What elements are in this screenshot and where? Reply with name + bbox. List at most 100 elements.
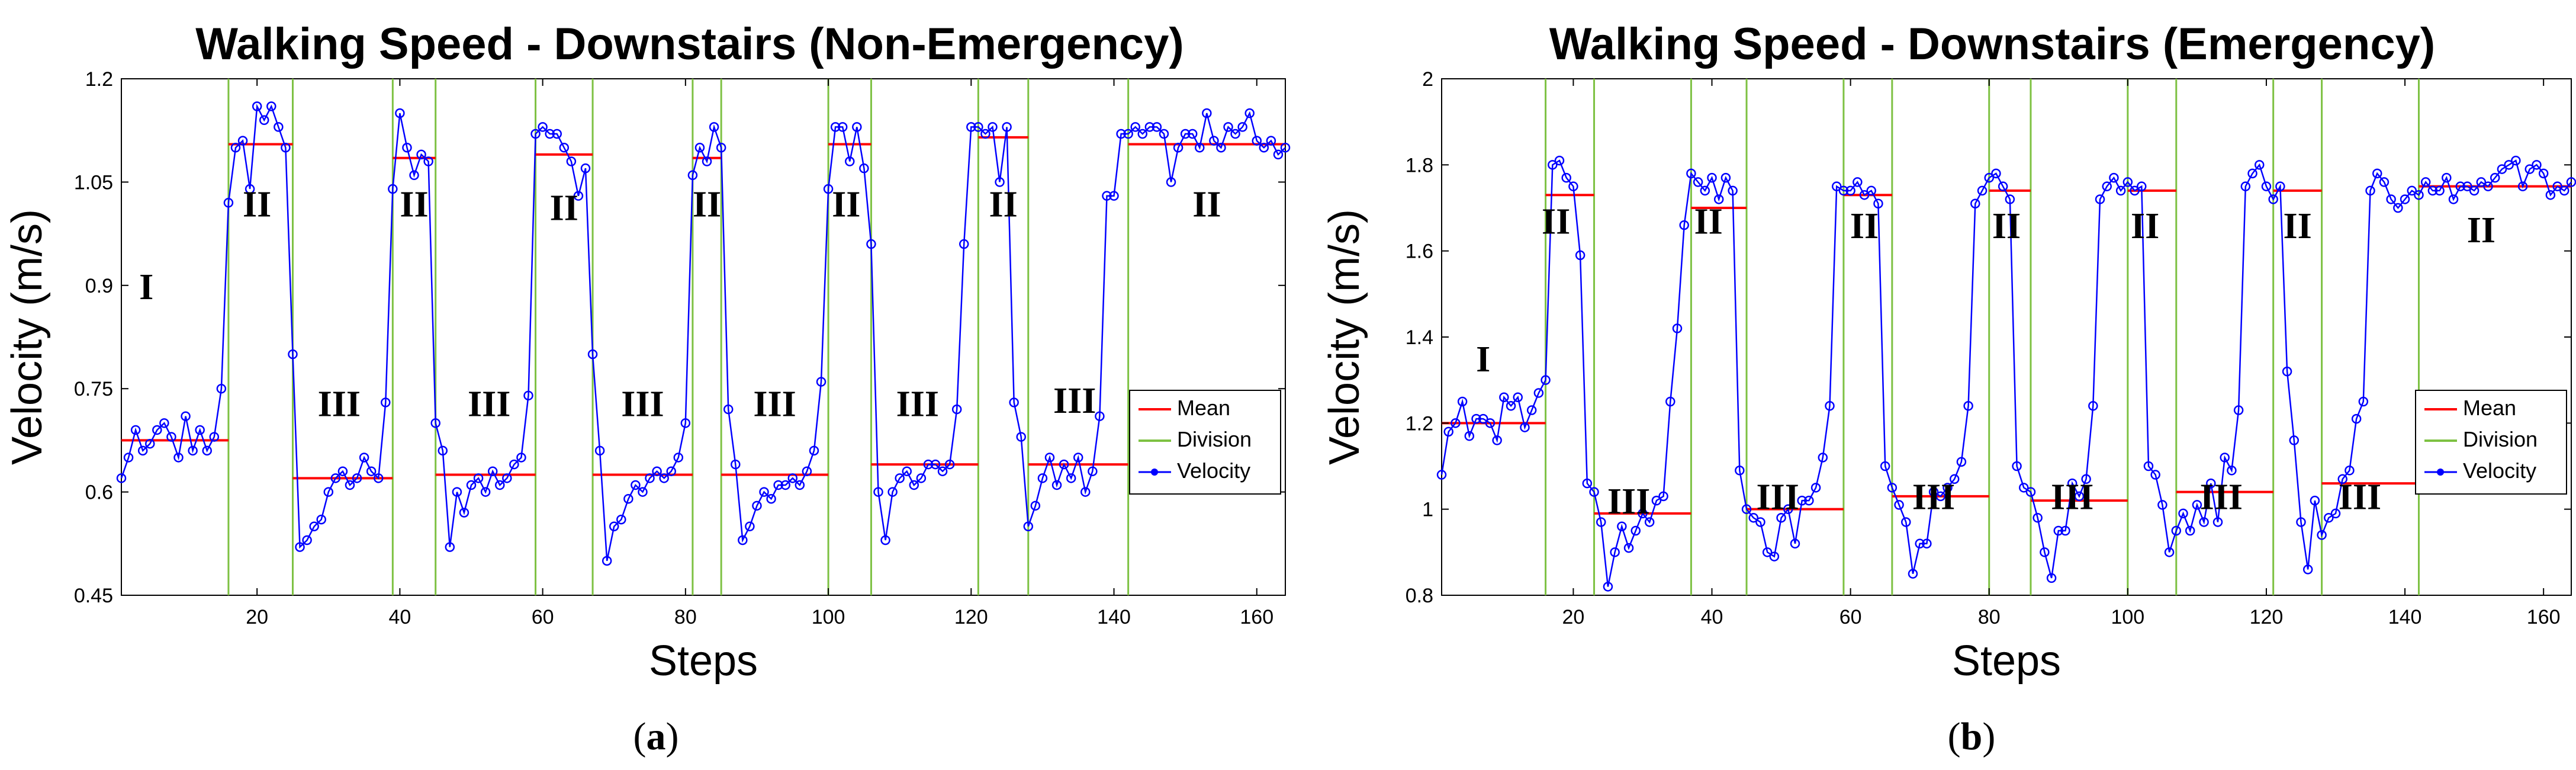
velocity-point bbox=[2351, 413, 2362, 424]
x-tick-label: 160 bbox=[2527, 606, 2561, 628]
y-axis-label: Velocity (m/s) bbox=[4, 209, 51, 465]
velocity-point bbox=[480, 487, 491, 497]
velocity-point bbox=[1873, 198, 1883, 208]
x-tick-label: 100 bbox=[2111, 606, 2144, 628]
velocity-point bbox=[1173, 143, 1184, 153]
velocity-point bbox=[802, 466, 812, 476]
legend-entry: Division bbox=[2463, 427, 2538, 451]
velocity-point bbox=[923, 459, 934, 470]
velocity-point bbox=[123, 453, 134, 463]
velocity-point bbox=[937, 466, 948, 476]
legend-entry: Division bbox=[1177, 427, 1252, 451]
chart-non-emergency: Walking Speed - Downstairs (Non-Emergenc… bbox=[4, 19, 1291, 758]
velocity-point bbox=[352, 473, 362, 483]
velocity-point bbox=[895, 473, 905, 483]
velocity-point bbox=[2282, 366, 2292, 377]
velocity-point bbox=[887, 487, 898, 497]
velocity-point bbox=[473, 473, 484, 483]
velocity-point bbox=[1894, 500, 1904, 510]
velocity-point bbox=[2302, 564, 2313, 575]
velocity-point bbox=[1776, 512, 1786, 523]
subfigure-caption: (b) bbox=[1948, 715, 1996, 758]
x-tick-label: 80 bbox=[674, 606, 697, 628]
region-label: II bbox=[989, 185, 1017, 225]
velocity-point bbox=[1853, 177, 1863, 187]
velocity-point bbox=[837, 122, 848, 132]
velocity-point bbox=[202, 445, 212, 456]
velocity-point bbox=[159, 418, 169, 428]
velocity-point bbox=[1589, 487, 1599, 497]
velocity-point bbox=[752, 500, 762, 511]
velocity-point bbox=[1783, 504, 1793, 514]
velocity-point bbox=[2296, 517, 2306, 527]
region-label: III bbox=[753, 384, 796, 425]
velocity-point bbox=[216, 383, 227, 394]
velocity-point bbox=[666, 466, 676, 476]
caption-close-paren: ) bbox=[1982, 715, 1995, 758]
x-tick-label: 160 bbox=[1240, 606, 1273, 628]
velocity-point bbox=[1209, 136, 1219, 146]
velocity-point bbox=[2212, 517, 2223, 527]
velocity-point bbox=[2033, 512, 2043, 523]
velocity-point bbox=[1485, 418, 1496, 428]
velocity-point bbox=[295, 542, 305, 552]
velocity-point bbox=[1638, 508, 1648, 519]
velocity-point bbox=[609, 521, 619, 531]
velocity-point bbox=[530, 129, 541, 139]
velocity-point bbox=[2400, 194, 2410, 204]
velocity-point bbox=[516, 453, 526, 463]
velocity-point bbox=[2171, 525, 2182, 536]
velocity-point bbox=[423, 156, 433, 166]
velocity-point bbox=[2206, 478, 2216, 489]
velocity-point bbox=[1735, 466, 1745, 476]
x-tick-label: 20 bbox=[246, 606, 268, 628]
velocity-point bbox=[1023, 521, 1034, 531]
x-tick-label: 140 bbox=[1097, 606, 1131, 628]
velocity-point bbox=[2247, 168, 2257, 179]
region-label: II bbox=[2131, 206, 2159, 246]
velocity-point bbox=[1679, 220, 1689, 230]
velocity-point bbox=[830, 122, 841, 132]
subfigure-caption: (a) bbox=[633, 715, 679, 758]
region-label: II bbox=[550, 188, 578, 228]
velocity-point bbox=[2115, 185, 2126, 196]
velocity-point bbox=[1223, 122, 1233, 132]
velocity-point bbox=[430, 418, 440, 428]
y-tick-label: 1.4 bbox=[1406, 326, 1433, 349]
velocity-point bbox=[1088, 466, 1098, 476]
velocity-point bbox=[173, 453, 184, 463]
velocity-point bbox=[2102, 181, 2112, 191]
velocity-point bbox=[1436, 470, 1447, 480]
velocity-point bbox=[2317, 530, 2327, 540]
velocity-point bbox=[1623, 543, 1634, 553]
velocity-point bbox=[2178, 508, 2188, 519]
x-tick-label: 40 bbox=[1701, 606, 1723, 628]
velocity-point bbox=[402, 143, 412, 153]
velocity-point bbox=[1603, 582, 1613, 592]
velocity-point bbox=[459, 508, 469, 518]
velocity-point bbox=[2067, 478, 2077, 489]
velocity-point bbox=[745, 521, 755, 531]
region-label: III bbox=[318, 384, 361, 425]
velocity-point bbox=[438, 445, 448, 456]
velocity-point bbox=[1845, 185, 1855, 196]
velocity-point bbox=[1665, 396, 1675, 407]
velocity-point bbox=[1713, 194, 1724, 204]
velocity-point bbox=[880, 535, 890, 546]
velocity-point bbox=[345, 480, 355, 490]
velocity-point bbox=[1273, 149, 1284, 160]
legend-box bbox=[1129, 390, 1281, 495]
velocity-point bbox=[1686, 168, 1696, 179]
velocity-point bbox=[2150, 470, 2160, 480]
velocity-point bbox=[188, 445, 198, 456]
y-tick-label: 0.6 bbox=[85, 482, 113, 504]
velocity-point bbox=[2330, 508, 2341, 519]
velocity-point bbox=[445, 542, 455, 552]
velocity-point bbox=[680, 418, 691, 428]
velocity-point bbox=[2157, 500, 2167, 510]
velocity-point bbox=[988, 122, 998, 132]
velocity-point bbox=[1970, 198, 1980, 208]
velocity-point bbox=[181, 411, 191, 421]
velocity-point bbox=[1748, 512, 1758, 523]
x-axis-label: Steps bbox=[649, 637, 758, 685]
